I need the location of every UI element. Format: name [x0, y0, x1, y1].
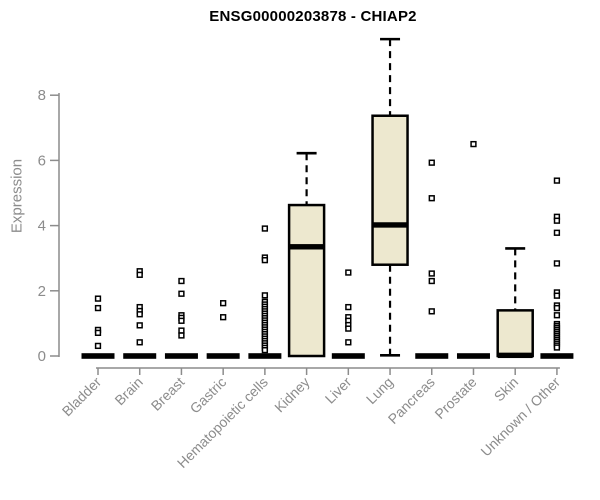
outlier-point [178, 332, 185, 339]
x-tick-label: Brain [111, 374, 145, 408]
x-tick-label: Prostate [431, 374, 479, 422]
box [287, 203, 326, 358]
outlier-point [428, 195, 435, 202]
outlier-point [428, 277, 435, 285]
outlier-point [553, 292, 561, 299]
collapsed-box [456, 353, 490, 359]
collapsed-box [540, 353, 574, 359]
x-tick-label: Bladder [59, 374, 105, 420]
outlier-point [553, 217, 561, 224]
collapsed-box [415, 353, 449, 359]
collapsed-box [331, 353, 365, 359]
x-tick-label: Lung [363, 374, 396, 407]
outlier-point [261, 346, 269, 354]
outlier-point [428, 159, 435, 166]
outlier-point [136, 322, 143, 329]
box [496, 309, 534, 358]
y-tick-label: 6 [38, 152, 46, 169]
x-tick-label: Breast [148, 374, 188, 414]
collapsed-box [81, 353, 115, 359]
outlier-point [178, 317, 185, 324]
outlier-point [178, 290, 185, 297]
median-line [372, 222, 408, 228]
x-tick-label: Unknown / Other [477, 374, 563, 460]
x-tick-label: Liver [322, 374, 355, 407]
x-tick-label: Skin [491, 374, 522, 405]
outlier-point [345, 303, 352, 311]
box [371, 114, 409, 266]
outlier-point [345, 339, 352, 346]
outlier-point [428, 270, 435, 277]
x-tick-label: Kidney [271, 374, 313, 416]
outlier-point [553, 344, 561, 351]
outlier-point [261, 292, 269, 299]
outlier-point [94, 342, 102, 350]
outlier-point [178, 327, 185, 334]
outlier-point [136, 311, 143, 318]
collapsed-box [206, 353, 240, 359]
outlier-point [136, 339, 143, 346]
outlier-point [178, 277, 185, 285]
outlier-point [553, 260, 561, 267]
outlier-point [553, 304, 561, 312]
outlier-point [428, 308, 435, 315]
y-tick-label: 0 [38, 348, 46, 365]
outlier-point [261, 225, 269, 232]
chart-title: ENSG00000203878 - CHIAP2 [209, 8, 417, 25]
outlier-point [136, 271, 143, 278]
outlier-point [553, 312, 561, 319]
y-tick-label: 4 [38, 218, 46, 235]
outlier-point [261, 257, 269, 264]
y-tick-label: 2 [38, 283, 46, 300]
outlier-point [345, 269, 352, 276]
outlier-point [94, 329, 102, 337]
outlier-point [470, 140, 477, 148]
median-line [289, 244, 325, 250]
outlier-point [345, 325, 352, 332]
collapsed-box [123, 353, 157, 359]
collapsed-box [164, 353, 198, 359]
outlier-point [553, 229, 561, 236]
collapsed-box [248, 353, 282, 359]
outlier-point [553, 177, 561, 184]
outlier-point [94, 304, 102, 312]
median-line [497, 352, 533, 359]
outlier-point [94, 295, 102, 302]
outlier-point [220, 314, 227, 321]
y-tick-label: 8 [38, 87, 46, 104]
outlier-point [220, 300, 227, 307]
